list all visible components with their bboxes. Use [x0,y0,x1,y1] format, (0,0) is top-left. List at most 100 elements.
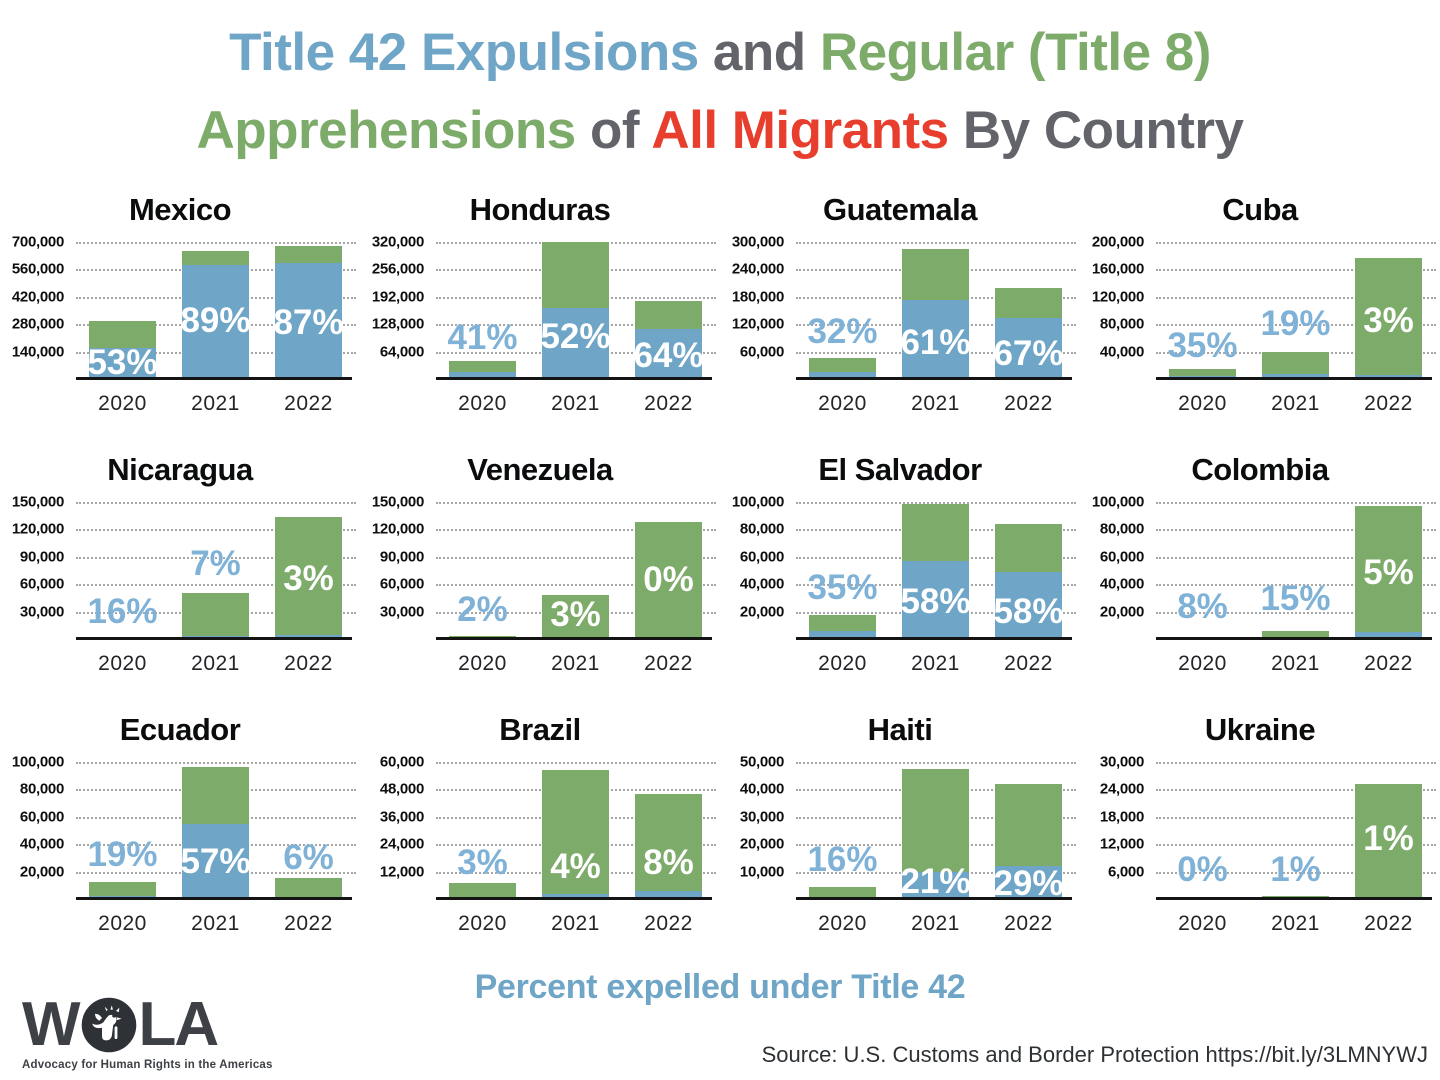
year-label: 2022 [1364,392,1413,415]
stacked-bar-2022 [1355,258,1422,379]
percent-label: 53% [87,342,158,382]
year-label: 2021 [191,652,240,675]
percent-label: 8% [643,843,694,883]
grid-line [1156,844,1436,847]
percent-label: 87% [273,302,344,342]
chart-title-venezuela: Venezuela [467,452,613,487]
grid-line [76,529,356,532]
chart-el-salvador: El Salvador 100,000 80,000 60,000 40,000 20,0… [720,450,1080,710]
chart-title-el-salvador: El Salvador [818,452,982,487]
stacked-bar-2021 [902,504,969,639]
stacked-bar-2021 [182,250,249,379]
year-label: 2020 [1178,392,1227,415]
percent-label: 35% [1167,326,1238,366]
grid-line [1156,762,1436,764]
title42-segment [1355,632,1422,639]
chart-nicaragua: Nicaragua 150,000 120,000 90,000 60,000 30,00… [0,450,360,710]
wola-tagline: Advocacy for Human Rights in the America… [22,1059,273,1071]
grid-line [1156,556,1436,559]
year-label: 2022 [644,912,693,935]
title42-segment [635,328,702,379]
grid-line [1156,789,1436,792]
year-label: 2020 [1178,912,1227,935]
year-label: 2021 [191,392,240,415]
y-tick-label: 120,000 [11,520,64,538]
stacked-bar-2022 [635,793,702,899]
stacked-bar-2021 [902,768,969,899]
wola-logo: W LA Advocacy for Human Rights in the Am… [22,994,273,1072]
percent-label: 41% [447,317,518,357]
main-title-line1: Title 42 Expulsions and Regular (Title 8… [0,14,1440,92]
title42-segment [902,560,969,639]
percent-label: 3% [457,843,508,883]
grid-line [76,556,356,559]
year-label: 2020 [818,912,867,935]
footer-caption: Percent expelled under Title 42 [474,968,966,1006]
title42-segment [182,264,249,379]
chart-brazil: Brazil 60,000 48,000 36,000 24,000 12,000 3% 20… [360,710,720,970]
y-tick-label: 100,000 [1091,493,1144,511]
x-axis-line [436,377,712,380]
chart-title-mexico: Mexico [128,192,232,227]
y-tick-label: 140,000 [11,343,64,361]
title42-segment [995,318,1062,379]
grid-line [436,762,716,764]
title-segment-of: of [590,101,652,160]
year-label: 2022 [1004,392,1053,415]
stacked-bar-2022 [995,523,1062,639]
grid-line [1156,584,1436,587]
plot-haiti: 50,000 40,000 30,000 20,000 10,000 16% 2020 21%… [740,754,1076,935]
plot-ecuador: 100,000 80,000 60,000 40,000 20,000 19% 2020 57… [12,754,356,935]
stacked-bar-2022 [995,287,1062,379]
grid-line [76,762,356,764]
grid-line [1156,871,1436,874]
title42-segment [89,348,156,379]
percent-label: 16% [807,839,878,879]
y-tick-label: 280,000 [11,315,64,333]
chart-haiti: Haiti 50,000 40,000 30,000 20,000 10,000 16% 20… [720,710,1080,970]
y-tick-label: 30,000 [739,808,784,826]
y-tick-label: 20,000 [739,835,784,853]
y-tick-label: 150,000 [371,493,424,511]
year-label: 2021 [551,652,600,675]
y-tick-label: 60,000 [379,753,424,771]
chart-title-haiti: Haiti [867,712,933,747]
percent-label: 8% [1177,587,1228,627]
grid-line [1156,529,1436,532]
year-label: 2022 [644,652,693,675]
stacked-bar-2022 [275,878,342,899]
y-tick-label: 24,000 [379,835,424,853]
grid-line [1156,324,1436,327]
x-axis-line [1156,377,1432,380]
x-axis-line [796,637,1072,640]
year-label: 2022 [644,392,693,415]
year-label: 2021 [911,912,960,935]
year-label: 2020 [458,652,507,675]
y-tick-label: 64,000 [379,343,424,361]
plot-honduras: 320,000 256,000 192,000 128,000 64,000 41% 202… [372,234,716,415]
x-axis-line [76,377,352,380]
year-label: 2020 [1178,652,1227,675]
stacked-bar-2022 [1355,506,1422,639]
title42-segment [1262,373,1329,379]
grid-line [1156,611,1436,614]
y-tick-label: 30,000 [379,603,424,621]
percent-label: 58% [900,582,971,621]
y-tick-label: 120,000 [731,315,784,333]
plot-guatemala: 300,000 240,000 180,000 120,000 60,000 32% 202… [732,234,1076,415]
percent-label: 52% [540,316,611,356]
plot-mexico: 700,000 560,000 420,000 280,000 140,000 53% 20… [12,234,356,415]
x-axis-line [796,897,1072,900]
y-tick-label: 40,000 [739,780,784,798]
y-tick-label: 100,000 [11,753,64,771]
y-tick-label: 40,000 [739,575,784,593]
percent-label: 1% [1270,850,1321,890]
y-tick-label: 24,000 [1099,780,1144,798]
percent-label: 19% [87,835,158,875]
y-tick-label: 36,000 [379,808,424,826]
chart-mexico: Mexico 700,000 560,000 420,000 280,000 140,00… [0,190,360,450]
y-tick-label: 420,000 [11,288,64,306]
year-label: 2022 [1004,912,1053,935]
title42-segment [809,630,876,639]
